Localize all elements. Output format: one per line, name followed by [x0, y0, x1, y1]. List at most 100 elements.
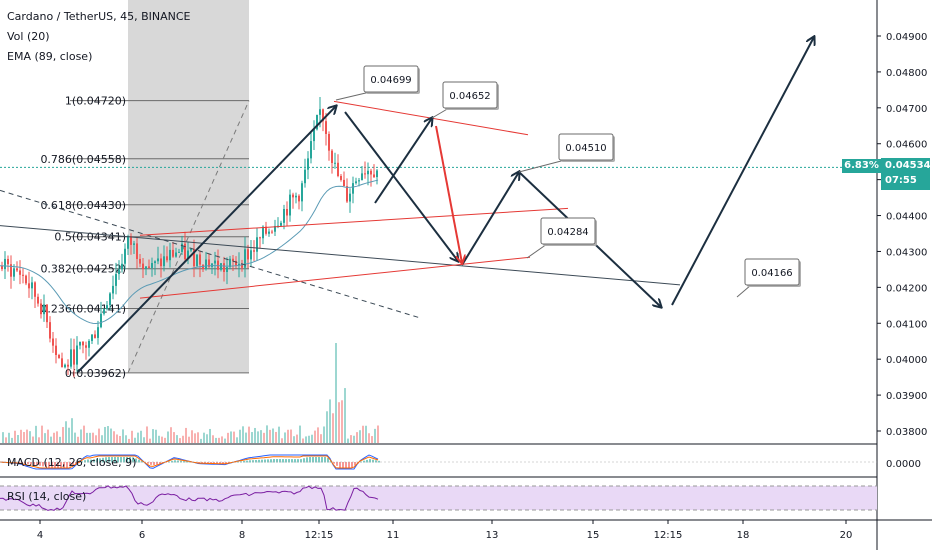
- macd-pane: [0, 454, 877, 470]
- candle-body: [91, 334, 93, 341]
- fib-level-label: 0.618(0.04430): [40, 199, 126, 212]
- candle-body: [289, 194, 291, 216]
- volume-bar: [59, 436, 61, 443]
- ema-indicator-label[interactable]: EMA (89, close): [7, 50, 93, 63]
- candle-body: [58, 355, 60, 359]
- macd-histogram-bar: [30, 462, 32, 465]
- macd-histogram-bar: [315, 457, 317, 463]
- macd-histogram-bar: [333, 462, 335, 464]
- candle-body: [85, 345, 87, 348]
- candle-body: [283, 208, 285, 223]
- volume-bar: [47, 429, 49, 443]
- macd-histogram-bar: [264, 459, 266, 463]
- candle-body: [280, 222, 282, 226]
- candle-body: [31, 282, 33, 289]
- candle-body: [16, 268, 18, 271]
- candle-body: [193, 249, 195, 267]
- rsi-label[interactable]: RSI (14, close): [7, 490, 87, 503]
- candle-body: [226, 267, 228, 272]
- macd-histogram-bar: [63, 462, 65, 468]
- candle-body: [73, 349, 75, 365]
- candle-body: [247, 249, 249, 260]
- volume-bar: [362, 425, 364, 443]
- current-price-value: 0.04534: [885, 160, 931, 171]
- volume-bar: [32, 436, 34, 443]
- fib-level-label: 0.786(0.04558): [40, 153, 126, 166]
- volume-bar: [56, 431, 58, 443]
- dashed-downtrend: [0, 189, 421, 319]
- callout-label: 0.04699: [370, 75, 411, 86]
- candle-body: [322, 109, 324, 122]
- candle-body: [262, 226, 264, 239]
- volume-bar: [308, 435, 310, 443]
- candle-body: [265, 226, 267, 234]
- volume-bar: [68, 427, 70, 443]
- volume-bar: [215, 437, 217, 443]
- candle-body: [1, 265, 3, 270]
- candle-body: [346, 186, 348, 202]
- candle-body: [151, 263, 153, 268]
- candle-body: [76, 345, 78, 365]
- macd-histogram-bar: [108, 457, 110, 463]
- candle-body: [97, 327, 99, 338]
- macd-histogram-bar: [204, 462, 206, 464]
- candle-body: [28, 283, 30, 289]
- red-channel-middle: [139, 207, 569, 236]
- macd-histogram-bar: [33, 462, 35, 466]
- macd-histogram-bar: [285, 459, 287, 463]
- volume-bar: [29, 431, 31, 443]
- rsi-band: [0, 486, 877, 510]
- volume-bar: [212, 435, 214, 443]
- volume-bar: [38, 437, 40, 443]
- volume-indicator-label[interactable]: Vol (20): [7, 30, 50, 43]
- time-axis-label: 20: [840, 530, 853, 541]
- volume-bar: [338, 402, 340, 443]
- macd-label[interactable]: MACD (12, 26, close, 9): [7, 456, 137, 469]
- volume-bar: [131, 430, 133, 443]
- callout-label: 0.04510: [565, 143, 606, 154]
- macd-histogram-bar: [363, 460, 365, 463]
- time-axis-label: 12:15: [305, 530, 334, 541]
- volume-bar: [311, 434, 313, 443]
- candle-body: [220, 263, 222, 270]
- volume-bar: [80, 429, 82, 443]
- candle-body: [22, 274, 24, 276]
- candle-body: [70, 349, 72, 367]
- volume-bar: [251, 432, 253, 443]
- macd-histogram-bar: [309, 457, 311, 463]
- candle-body: [223, 263, 225, 272]
- time-axis-label: 4: [37, 530, 43, 541]
- macd-histogram-bar: [324, 457, 326, 463]
- candle-body: [109, 293, 111, 306]
- macd-histogram-bar: [51, 462, 53, 468]
- candle-body: [319, 109, 321, 115]
- volume-bar: [2, 432, 4, 443]
- candle-body: [358, 180, 360, 182]
- volume-bar: [248, 426, 250, 443]
- projection-arrow: [671, 37, 814, 306]
- candle-body: [304, 169, 306, 184]
- volume-bar: [344, 388, 346, 443]
- candle-body: [160, 258, 162, 267]
- macd-histogram-bar: [201, 462, 203, 464]
- candle-body: [190, 249, 192, 251]
- volume-bar: [359, 430, 361, 443]
- callout-pointer: [518, 159, 566, 173]
- volume-bar: [155, 429, 157, 443]
- macd-histogram-bar: [294, 459, 296, 463]
- volume-bar: [14, 430, 16, 443]
- macd-histogram-bar: [123, 457, 125, 463]
- volume-bar: [272, 428, 274, 443]
- volume-bar: [119, 435, 121, 443]
- candle-body: [301, 183, 303, 202]
- macd-histogram-bar: [282, 459, 284, 463]
- macd-histogram-bar: [114, 457, 116, 463]
- volume-bar: [95, 435, 97, 443]
- volume-bar: [137, 432, 139, 443]
- volume-bar: [125, 435, 127, 443]
- candle-body: [355, 181, 357, 184]
- macd-axis-label: 0.0000: [886, 459, 921, 470]
- candle-body: [232, 258, 234, 261]
- current-price-tag: 0.04534 07:55: [881, 158, 931, 190]
